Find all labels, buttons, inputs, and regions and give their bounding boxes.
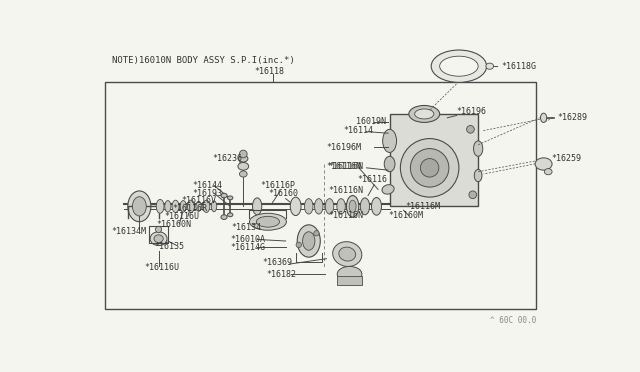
Ellipse shape	[221, 193, 227, 198]
Ellipse shape	[154, 235, 163, 243]
Ellipse shape	[314, 199, 323, 214]
Ellipse shape	[253, 198, 262, 215]
Text: *16369: *16369	[262, 258, 292, 267]
Ellipse shape	[238, 163, 249, 170]
Ellipse shape	[474, 141, 483, 156]
Text: *16134: *16134	[232, 224, 262, 232]
Text: 16019N: 16019N	[356, 117, 386, 126]
Ellipse shape	[227, 213, 233, 217]
Bar	[390, 114, 478, 206]
Ellipse shape	[203, 200, 210, 212]
Text: *16259: *16259	[551, 154, 581, 163]
Text: *16289: *16289	[557, 113, 588, 122]
Text: *16144: *16144	[193, 181, 223, 190]
Ellipse shape	[337, 199, 346, 214]
Text: *16118G: *16118G	[501, 62, 536, 71]
Ellipse shape	[180, 201, 186, 212]
Ellipse shape	[440, 56, 478, 76]
Text: *16116M: *16116M	[405, 202, 440, 211]
Text: *16193: *16193	[193, 189, 223, 198]
Text: *16196M: *16196M	[326, 142, 362, 151]
Circle shape	[469, 191, 477, 199]
Ellipse shape	[303, 232, 315, 250]
Text: *16118: *16118	[255, 67, 285, 76]
Text: *16160M: *16160M	[388, 211, 423, 220]
Ellipse shape	[325, 199, 334, 214]
Ellipse shape	[415, 109, 434, 119]
Ellipse shape	[360, 198, 369, 215]
Ellipse shape	[474, 169, 482, 182]
Text: *16116P: *16116P	[260, 181, 295, 190]
Ellipse shape	[291, 197, 301, 216]
Text: *16010A: *16010A	[230, 235, 265, 244]
Text: NOTE)16010N BODY ASSY S.P.I(inc.*): NOTE)16010N BODY ASSY S.P.I(inc.*)	[113, 55, 295, 64]
Ellipse shape	[164, 201, 171, 212]
Ellipse shape	[239, 171, 247, 177]
Ellipse shape	[337, 266, 362, 282]
Ellipse shape	[535, 158, 552, 170]
Ellipse shape	[383, 129, 397, 153]
Ellipse shape	[346, 196, 359, 217]
Text: *16116N: *16116N	[328, 162, 363, 171]
Ellipse shape	[227, 196, 233, 200]
Ellipse shape	[188, 200, 195, 212]
Circle shape	[156, 226, 162, 232]
Circle shape	[467, 125, 474, 133]
Text: *16116N: *16116N	[328, 211, 363, 220]
Ellipse shape	[339, 247, 356, 261]
Ellipse shape	[305, 199, 313, 214]
Ellipse shape	[382, 185, 394, 194]
Ellipse shape	[221, 215, 227, 219]
Ellipse shape	[297, 225, 320, 257]
Circle shape	[239, 150, 247, 158]
Text: *16114G: *16114G	[230, 243, 265, 251]
Ellipse shape	[545, 169, 552, 175]
Circle shape	[314, 231, 319, 236]
Ellipse shape	[371, 198, 381, 215]
Ellipse shape	[349, 200, 356, 212]
Text: *16160N: *16160N	[156, 219, 191, 228]
Text: *16114: *16114	[344, 126, 373, 135]
Circle shape	[420, 158, 439, 177]
Ellipse shape	[409, 106, 440, 122]
Ellipse shape	[156, 199, 164, 213]
Circle shape	[410, 148, 449, 187]
Text: *16182: *16182	[266, 270, 296, 279]
Circle shape	[296, 242, 301, 247]
Ellipse shape	[431, 50, 486, 82]
Bar	[105, 81, 536, 309]
Text: *16196: *16196	[456, 107, 486, 116]
Text: *16135: *16135	[155, 242, 185, 251]
Text: *16160: *16160	[269, 189, 299, 198]
Text: *16236: *16236	[212, 154, 243, 163]
Ellipse shape	[150, 232, 167, 246]
Bar	[337, 276, 362, 285]
Text: *16116U: *16116U	[164, 212, 199, 221]
Text: *16116: *16116	[357, 175, 387, 184]
Text: *16116N: *16116N	[328, 186, 363, 195]
Text: *16116R: *16116R	[172, 204, 207, 213]
Text: ^ 60C 00.0: ^ 60C 00.0	[490, 316, 536, 325]
Ellipse shape	[333, 242, 362, 266]
Ellipse shape	[196, 201, 202, 211]
Text: *16116N: *16116N	[326, 162, 362, 171]
Ellipse shape	[172, 200, 179, 212]
Ellipse shape	[250, 213, 287, 230]
Ellipse shape	[128, 191, 151, 222]
Text: *16116U: *16116U	[145, 263, 180, 272]
Circle shape	[401, 139, 459, 197]
Ellipse shape	[384, 156, 395, 172]
Text: *16134M: *16134M	[111, 227, 146, 236]
Ellipse shape	[239, 155, 248, 162]
Ellipse shape	[132, 197, 147, 216]
Ellipse shape	[486, 63, 493, 69]
Ellipse shape	[541, 113, 547, 122]
Ellipse shape	[257, 217, 280, 227]
Ellipse shape	[211, 201, 217, 212]
Text: *16116V: *16116V	[182, 196, 217, 205]
